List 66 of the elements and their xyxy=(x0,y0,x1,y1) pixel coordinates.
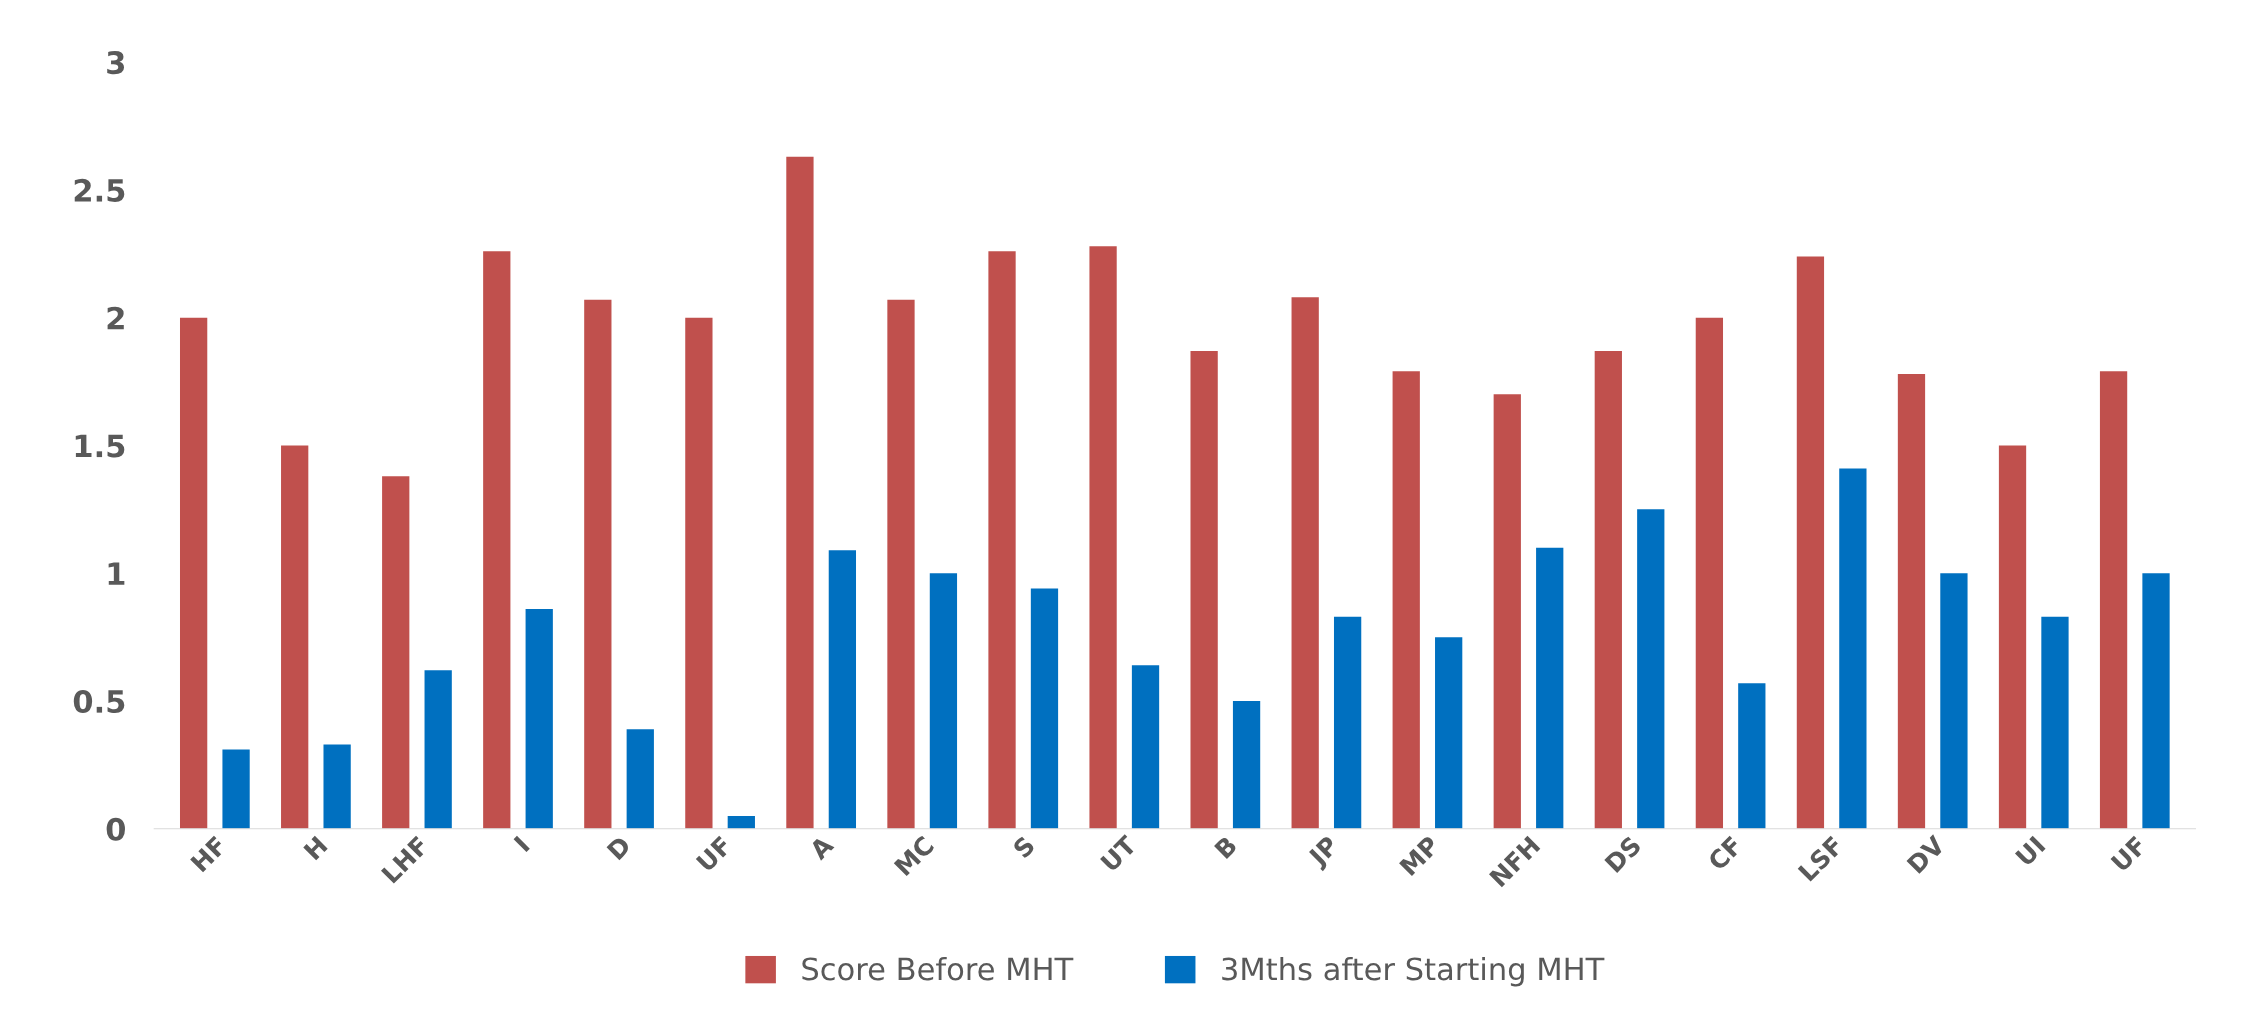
x-tick-label: JP xyxy=(1306,834,1343,872)
y-tick-label: 1 xyxy=(108,562,125,585)
bar xyxy=(727,816,755,829)
bar xyxy=(1190,350,1218,829)
bar xyxy=(988,251,1016,829)
x-tick-label: H xyxy=(303,835,328,861)
bar xyxy=(1333,616,1362,829)
bar xyxy=(1435,637,1463,829)
bar xyxy=(828,550,857,829)
bar xyxy=(2041,616,2069,829)
bar xyxy=(1839,468,1867,829)
y-tick-label: 2 xyxy=(107,306,124,330)
x-tick-label: UT xyxy=(1100,834,1138,873)
legend-label: 3Mths after Starting MHT xyxy=(1222,956,1605,987)
y-tick-label: 2.5 xyxy=(74,178,125,202)
bar xyxy=(281,445,309,829)
bar xyxy=(685,317,713,829)
bar xyxy=(1392,371,1420,829)
bar xyxy=(1796,256,1825,829)
bar xyxy=(424,670,452,829)
bar xyxy=(1940,573,1968,829)
bar xyxy=(929,573,958,829)
y-tick-label: 3 xyxy=(107,51,125,75)
y-tick-label: 0.5 xyxy=(73,689,125,714)
bar xyxy=(786,156,814,829)
x-tick-label: DS xyxy=(1604,835,1642,874)
x-tick-label: CF xyxy=(1706,835,1743,872)
bar xyxy=(1291,297,1319,829)
bar xyxy=(1998,445,2027,829)
legend-label: Score Before MHT xyxy=(802,956,1074,981)
bar xyxy=(382,476,410,829)
bar xyxy=(1594,350,1622,829)
x-tick-label: UF xyxy=(2110,835,2147,873)
bar xyxy=(1493,394,1521,829)
bar xyxy=(483,251,511,829)
bar xyxy=(2142,573,2170,829)
y-tick-label: 0 xyxy=(106,817,125,841)
bar xyxy=(222,749,250,829)
x-tick-label: MP xyxy=(1399,834,1441,877)
bar xyxy=(525,609,553,829)
bar xyxy=(1637,509,1665,829)
bar xyxy=(1738,683,1766,829)
x-tick-label: HF xyxy=(190,835,227,873)
bar xyxy=(887,299,915,829)
x-tick-label: UI xyxy=(2014,835,2046,867)
bar xyxy=(1232,701,1261,829)
bar xyxy=(1695,317,1724,829)
x-tick-label: MC xyxy=(893,835,935,877)
x-tick-label: B xyxy=(1214,835,1238,859)
x-tick-label: D xyxy=(606,835,632,861)
bar xyxy=(179,317,208,829)
x-tick-label: DV xyxy=(1906,834,1947,874)
bar xyxy=(1089,246,1117,829)
bar xyxy=(1131,665,1160,829)
x-tick-label: S xyxy=(1012,835,1036,859)
bar xyxy=(1897,373,1926,829)
bar xyxy=(1536,547,1564,829)
bar xyxy=(2099,371,2128,829)
bar xyxy=(323,744,351,829)
y-tick-label: 1.5 xyxy=(75,434,125,458)
bar xyxy=(584,299,612,829)
bar xyxy=(626,729,654,829)
x-tick-label: A xyxy=(808,834,835,861)
x-tick-label: I xyxy=(513,835,530,853)
x-tick-label: UF xyxy=(695,835,733,873)
bar xyxy=(1030,588,1059,829)
